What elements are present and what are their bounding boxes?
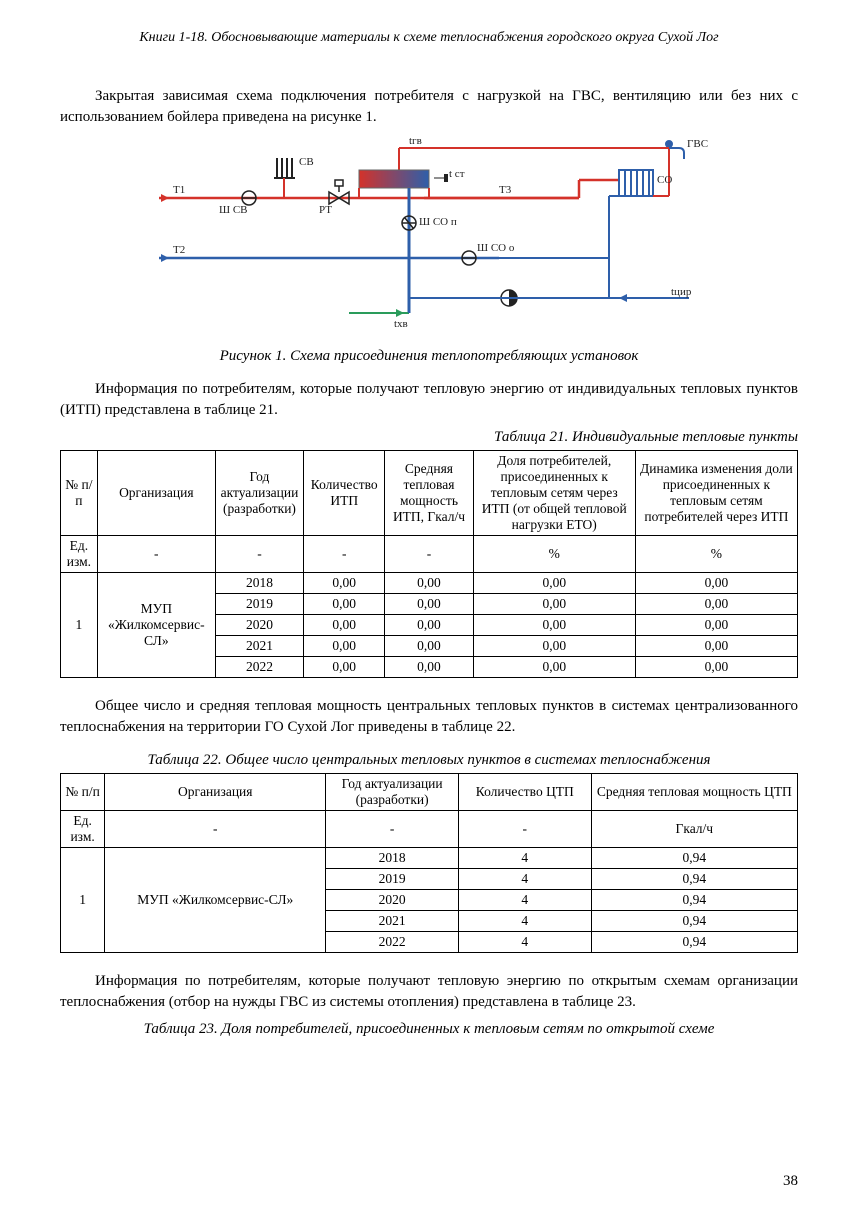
page-number: 38 <box>783 1173 798 1190</box>
paragraph-4: Информация по потребителям, которые полу… <box>60 971 798 1013</box>
label-sv: СВ <box>299 156 314 168</box>
label-tcir: tцир <box>671 286 691 298</box>
label-trv: tгв <box>409 135 422 147</box>
label-shsoo: Ш СО о <box>477 242 514 254</box>
label-shsv: Ш СВ <box>219 204 248 216</box>
table-21: № п/пОрганизацияГод актуализации (разраб… <box>60 450 798 678</box>
label-shson: Ш СО п <box>419 216 457 228</box>
paragraph-2: Информация по потребителям, которые полу… <box>60 379 798 421</box>
figure-1-caption: Рисунок 1. Схема присоединения теплопотр… <box>60 348 798 365</box>
table-22-title: Таблица 22. Общее число центральных тепл… <box>60 752 798 769</box>
label-t2: T2 <box>173 244 185 256</box>
label-pt: РТ <box>319 204 332 216</box>
page-header: Книги 1-18. Обосновывающие материалы к с… <box>60 30 798 46</box>
table-22: № п/пОрганизацияГод актуализации (разраб… <box>60 773 798 953</box>
table-21-title: Таблица 21. Индивидуальные тепловые пунк… <box>60 429 798 446</box>
paragraph-1: Закрытая зависимая схема подключения пот… <box>60 86 798 128</box>
label-t3: T3 <box>499 184 511 196</box>
label-so: СО <box>657 174 672 186</box>
label-gvs: ГВС <box>687 138 708 150</box>
label-tst: t ст <box>449 168 465 180</box>
paragraph-3: Общее число и средняя тепловая мощность … <box>60 696 798 738</box>
figure-1-diagram: СВ Ш СВ РТ tгв t ст ГВС СО T1 T2 T3 Ш СО… <box>149 138 709 338</box>
label-t1: T1 <box>173 184 185 196</box>
table-23-title: Таблица 23. Доля потребителей, присоедин… <box>60 1021 798 1038</box>
label-txv: tхв <box>394 318 408 330</box>
